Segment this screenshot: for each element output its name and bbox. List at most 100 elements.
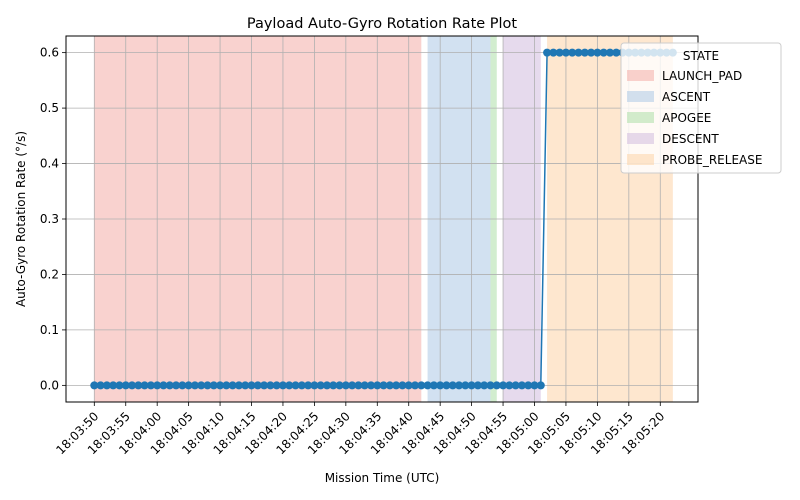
legend-swatch-descent [627, 133, 654, 144]
y-tick-label: 0.4 [40, 157, 59, 171]
y-axis-label: Auto-Gyro Rotation Rate (°/s) [14, 131, 28, 307]
data-point [121, 381, 130, 390]
data-point [153, 381, 162, 390]
data-point [310, 381, 319, 390]
data-point [172, 381, 181, 390]
data-point [285, 381, 294, 390]
data-point [461, 381, 470, 390]
data-point [492, 381, 501, 390]
data-point [605, 48, 614, 57]
data-point [574, 48, 583, 57]
data-point [417, 381, 426, 390]
data-point [90, 381, 99, 390]
data-point [436, 381, 445, 390]
data-point [555, 48, 564, 57]
data-point [165, 381, 174, 390]
data-point [96, 381, 105, 390]
y-tick-label: 0.5 [40, 101, 59, 115]
data-point [392, 381, 401, 390]
data-point [385, 381, 394, 390]
legend-swatch-apogee [627, 112, 654, 123]
legend-label-probe-release: PROBE_RELEASE [662, 153, 762, 167]
data-point [536, 381, 545, 390]
data-point [568, 48, 577, 57]
data-point [360, 381, 369, 390]
data-point [241, 381, 250, 390]
data-point [354, 381, 363, 390]
data-point [341, 381, 350, 390]
y-tick-label: 0.1 [40, 323, 59, 337]
legend-label-apogee: APOGEE [662, 111, 711, 125]
legend-label-descent: DESCENT [662, 132, 719, 146]
data-point [366, 381, 375, 390]
chart-title: Payload Auto-Gyro Rotation Rate Plot [247, 16, 518, 32]
data-point [499, 381, 508, 390]
data-point [379, 381, 388, 390]
data-point [304, 381, 313, 390]
data-point [398, 381, 407, 390]
data-point [429, 381, 438, 390]
data-point [140, 381, 149, 390]
legend-swatch-launch-pad [627, 70, 654, 81]
data-point [549, 48, 558, 57]
data-point [455, 381, 464, 390]
data-point [322, 381, 331, 390]
data-point [486, 381, 495, 390]
data-point [329, 381, 338, 390]
legend-title: STATE [683, 49, 719, 63]
data-point [580, 48, 589, 57]
data-point [373, 381, 382, 390]
data-point [266, 381, 275, 390]
data-point [530, 381, 539, 390]
data-point [404, 381, 413, 390]
data-point [216, 381, 225, 390]
data-point [335, 381, 344, 390]
grid [66, 36, 698, 402]
data-point [278, 381, 287, 390]
data-point [511, 381, 520, 390]
data-point [234, 381, 243, 390]
data-point [442, 381, 451, 390]
data-point [115, 381, 124, 390]
data-point [178, 381, 187, 390]
legend-label-ascent: ASCENT [662, 90, 711, 104]
data-point [222, 381, 231, 390]
data-point [473, 381, 482, 390]
series [90, 48, 677, 390]
legend-box [620, 42, 782, 174]
data-point [411, 381, 420, 390]
y-axis: 0.0 0.1 0.2 0.3 0.4 0.5 0.6 [40, 46, 66, 392]
data-point [599, 48, 608, 57]
data-point [134, 381, 143, 390]
data-point [480, 381, 489, 390]
data-point [247, 381, 256, 390]
data-point [505, 381, 514, 390]
y-tick-label: 0.2 [40, 267, 59, 281]
data-point [587, 48, 596, 57]
data-point [612, 48, 621, 57]
data-point [209, 381, 218, 390]
legend-swatch-probe-release [627, 154, 654, 165]
legend-swatch-ascent [627, 91, 654, 102]
y-tick-label: 0.0 [40, 378, 59, 392]
data-point [260, 381, 269, 390]
data-point [348, 381, 357, 390]
data-point [272, 381, 281, 390]
legend: STATE LAUNCH_PAD ASCENT APOGEE DESCENT PROBE_… [620, 42, 782, 174]
data-point [467, 381, 476, 390]
legend-label-launch-pad: LAUNCH_PAD [662, 69, 742, 83]
data-point [146, 381, 155, 390]
data-point [423, 381, 432, 390]
data-point [228, 381, 237, 390]
data-point [159, 381, 168, 390]
data-point [291, 381, 300, 390]
data-point [297, 381, 306, 390]
data-point [190, 381, 199, 390]
data-point [517, 381, 526, 390]
data-point [448, 381, 457, 390]
data-point [543, 48, 552, 57]
data-point [253, 381, 262, 390]
data-point [184, 381, 193, 390]
